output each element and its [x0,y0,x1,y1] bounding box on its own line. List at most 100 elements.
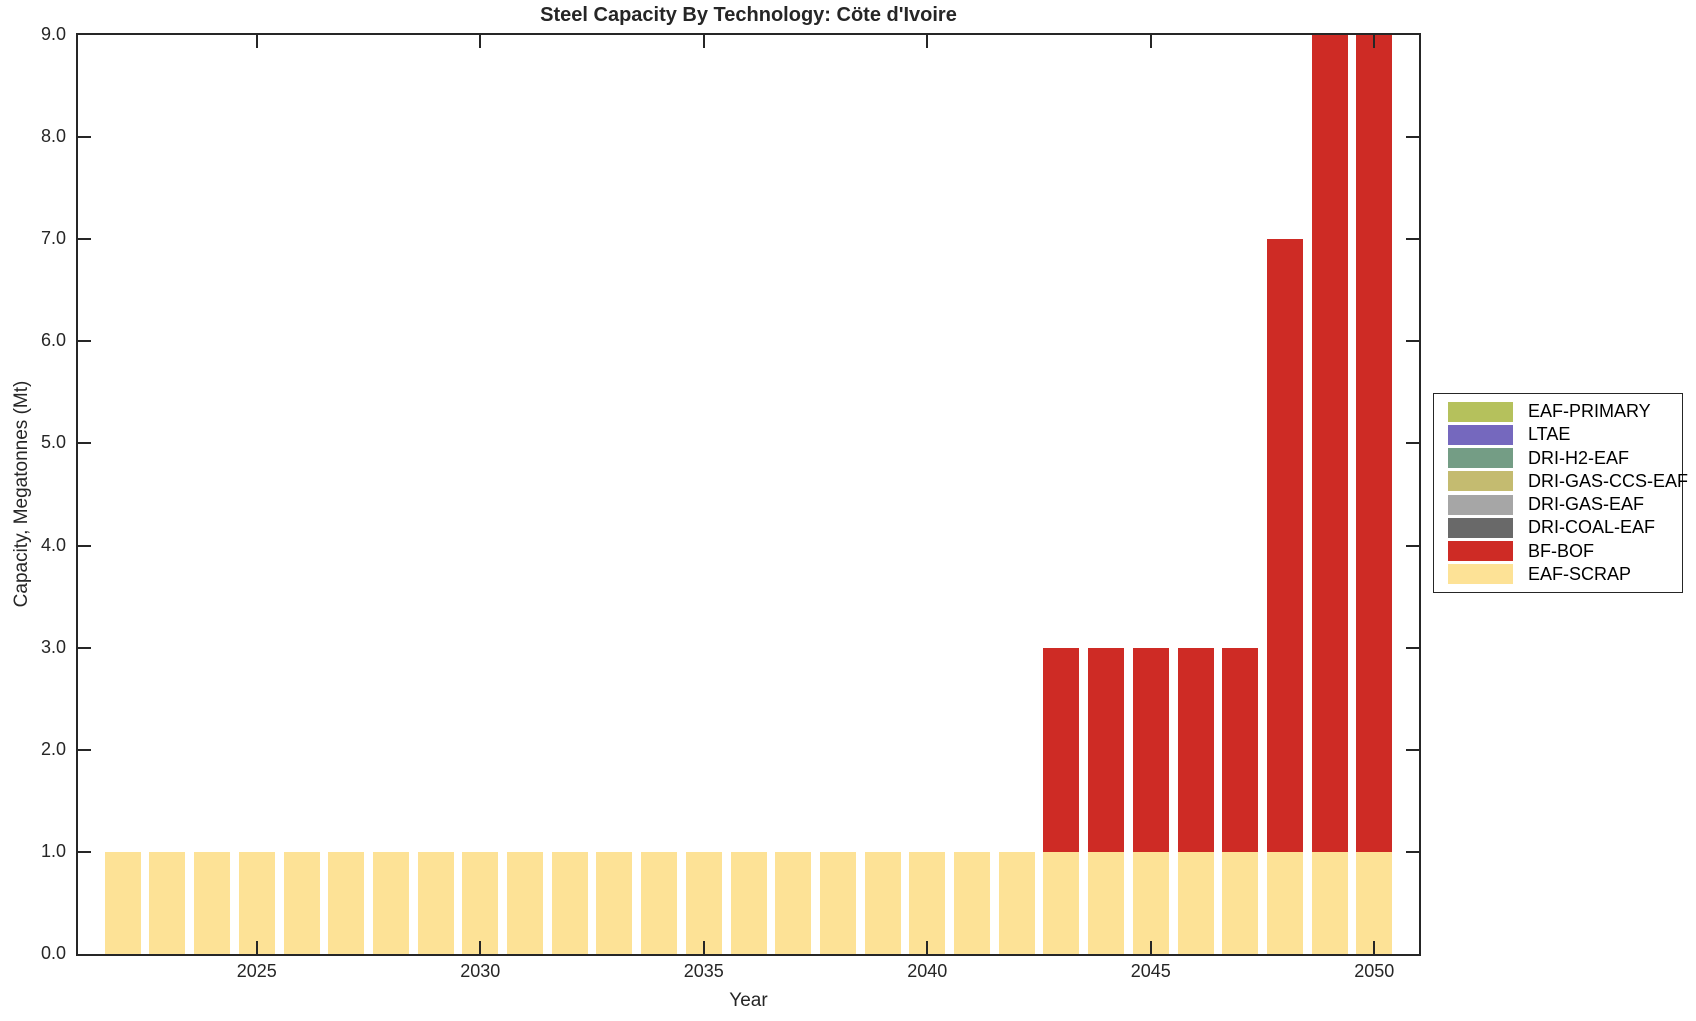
bar-eaf-scrap-2026 [283,851,320,954]
y-tick-right [1406,850,1419,853]
bar-bf-bof-2045 [1132,647,1169,852]
x-tick-label: 2045 [1130,961,1171,981]
legend-label: DRI-GAS-EAF [1528,494,1645,515]
bar-eaf-scrap-2028 [372,851,409,954]
y-tick-right [1406,646,1419,649]
y-tick-label: 9.0 [40,24,66,44]
x-tick-top [479,35,482,48]
x-tick [1373,941,1376,954]
x-tick-label: 2025 [236,961,277,981]
bar-eaf-scrap-2040 [909,851,946,954]
y-tick [78,544,91,547]
bar-eaf-scrap-2037 [775,851,812,954]
bar-eaf-scrap-2034 [641,851,678,954]
y-tick-label: 6.0 [40,330,66,351]
bar-eaf-scrap-2044 [1088,851,1125,954]
y-tick [78,136,91,139]
bar-eaf-scrap-2046 [1177,851,1214,954]
bar-bf-bof-2048 [1266,239,1303,852]
legend-label: DRI-H2-EAF [1528,447,1630,468]
x-tick-top [1373,35,1376,48]
y-tick-label: 3.0 [40,636,66,657]
bar-eaf-scrap-2025 [238,851,275,954]
y-tick-label: 5.0 [40,432,66,453]
y-tick [78,646,91,649]
y-tick-right [1406,340,1419,343]
legend-swatch-eaf-scrap [1448,564,1513,585]
bar-eaf-scrap-2035 [685,851,722,954]
legend-swatch-dri-coal-eaf [1448,517,1513,538]
y-tick-right [1406,442,1419,445]
bar-eaf-scrap-2041 [954,851,990,954]
legend-item-eaf-primary: EAF-PRIMARY [1434,401,1682,422]
x-tick [255,941,258,954]
y-tick-right [1406,136,1419,139]
y-tick-right [1406,238,1419,241]
legend-item-dri-h2-eaf: DRI-H2-EAF [1434,448,1682,469]
legend: EAF-PRIMARY LTAE DRI-H2-EAF DRI-GAS-CCS-EAF… [1433,393,1688,593]
legend-item-dri-coal-eaf: DRI-COAL-EAF [1434,517,1682,538]
legend-label: EAF-SCRAP [1528,563,1632,584]
legend-swatch-dri-gas-ccs-eaf [1448,471,1513,492]
legend-label: EAF-PRIMARY [1528,401,1651,422]
x-tick-label: 2035 [683,961,724,981]
bar-eaf-scrap-2042 [998,851,1035,954]
bar-eaf-scrap-2039 [864,851,901,954]
y-axis-label: Capacity, Megatonnes (Mt) [11,380,32,608]
legend-item-bf-bof: BF-BOF [1434,541,1682,562]
bar-eaf-scrap-2047 [1222,851,1259,954]
x-tick-top [702,35,705,48]
bar-bf-bof-2044 [1088,647,1125,852]
bar-bf-bof-2046 [1177,647,1214,852]
legend-swatch-ltae [1448,424,1513,445]
bar-eaf-scrap-2031 [507,851,543,954]
legend-swatch-dri-gas-eaf [1448,494,1513,515]
bar-eaf-scrap-2043 [1043,851,1080,954]
x-tick-top [255,35,258,48]
bar-eaf-scrap-2022 [104,851,141,954]
y-tick [78,442,91,445]
y-tick [78,340,91,343]
y-tick-label: 1.0 [40,840,66,861]
legend-label: LTAE [1528,424,1571,445]
legend-item-ltae: LTAE [1434,424,1682,445]
bar-eaf-scrap-2045 [1132,851,1169,954]
legend-item-dri-gas-eaf: DRI-GAS-EAF [1434,494,1682,515]
x-tick-label: 2040 [907,961,948,981]
bar-eaf-scrap-2029 [417,851,454,954]
x-tick-label: 2050 [1354,961,1395,981]
bar-eaf-scrap-2030 [462,851,499,954]
y-tick [78,850,91,853]
legend-swatch-eaf-primary [1448,401,1513,422]
bar-bf-bof-2050 [1356,35,1393,852]
bar-eaf-scrap-2024 [194,851,231,954]
x-tick-top [1149,35,1152,48]
plot-area [76,33,1421,956]
bar-eaf-scrap-2027 [328,851,365,954]
x-tick [1149,941,1152,954]
y-tick-label: 2.0 [40,738,66,759]
chart-title: Steel Capacity By Technology: Cöte d'Ivo… [540,4,957,26]
legend-item-eaf-scrap: EAF-SCRAP [1434,564,1682,585]
bar-eaf-scrap-2050 [1356,851,1393,954]
bar-eaf-scrap-2048 [1266,851,1303,954]
legend-swatch-dri-h2-eaf [1448,448,1513,469]
y-tick [78,238,91,241]
y-tick-label: 8.0 [40,126,66,147]
bar-eaf-scrap-2038 [819,851,856,954]
y-tick-right [1406,544,1419,547]
legend-label: BF-BOF [1528,540,1594,561]
bar-eaf-scrap-2033 [596,851,633,954]
bar-eaf-scrap-2036 [730,851,767,954]
bar-bf-bof-2043 [1043,647,1080,852]
y-tick-label: 7.0 [40,228,66,249]
x-tick-label: 2030 [460,961,501,981]
legend-item-dri-gas-ccs-eaf: DRI-GAS-CCS-EAF [1434,471,1688,492]
bar-bf-bof-2047 [1222,647,1259,852]
bar-eaf-scrap-2023 [149,851,186,954]
y-tick-label: 0.0 [40,943,66,963]
bar-bf-bof-2049 [1311,35,1348,852]
bar-eaf-scrap-2032 [551,851,588,954]
x-tick-top [926,35,929,48]
